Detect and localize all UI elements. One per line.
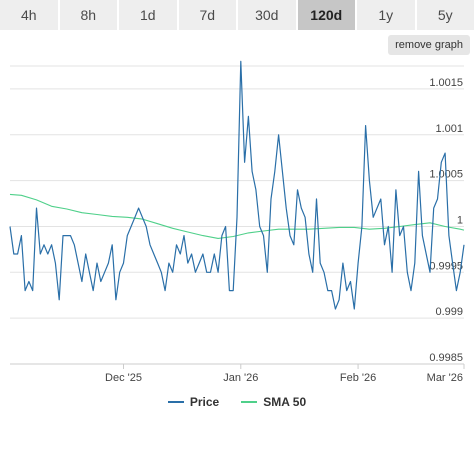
tab-120d[interactable]: 120d xyxy=(297,0,355,30)
y-tick-label: 0.9985 xyxy=(429,352,463,364)
tab-30d[interactable]: 30d xyxy=(238,0,296,30)
chart-legend: Price SMA 50 xyxy=(0,392,474,412)
legend-item-sma[interactable]: SMA 50 xyxy=(241,395,306,409)
y-tick-label: 1 xyxy=(457,214,463,226)
legend-item-price[interactable]: Price xyxy=(167,395,220,409)
legend-label-sma: SMA 50 xyxy=(263,395,307,409)
remove-graph-button[interactable]: remove graph xyxy=(388,35,470,55)
x-tick-label: Mar '26 xyxy=(427,372,463,384)
tab-1y[interactable]: 1y xyxy=(357,0,415,30)
legend-swatch-price xyxy=(167,401,184,403)
tab-1d[interactable]: 1d xyxy=(119,0,177,30)
y-tick-label: 1.001 xyxy=(435,123,463,135)
x-tick-label: Jan '26 xyxy=(223,372,258,384)
y-tick-label: 0.999 xyxy=(435,306,463,318)
legend-label-price: Price xyxy=(189,395,220,409)
tab-8h[interactable]: 8h xyxy=(59,0,117,30)
x-tick-label: Feb '26 xyxy=(340,372,376,384)
sma-50-line xyxy=(9,193,465,239)
timeframe-tabs: 4h 8h 1d 7d 30d 120d 1y 5y xyxy=(0,0,474,30)
price-line xyxy=(9,60,465,310)
tab-4h[interactable]: 4h xyxy=(0,0,58,30)
tab-5y[interactable]: 5y xyxy=(416,0,474,30)
y-tick-label: 0.9995 xyxy=(429,260,463,272)
legend-swatch-sma xyxy=(241,401,258,403)
y-tick-label: 1.0015 xyxy=(429,77,463,89)
tab-7d[interactable]: 7d xyxy=(178,0,236,30)
x-tick-label: Dec '25 xyxy=(105,372,142,384)
